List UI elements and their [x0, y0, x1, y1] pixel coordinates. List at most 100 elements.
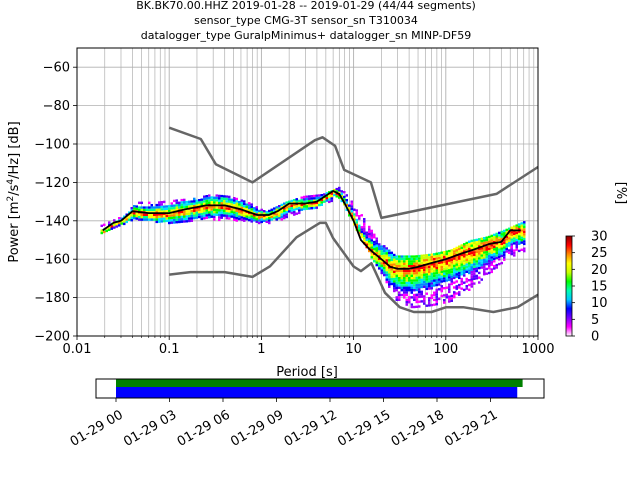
density-cell: [488, 235, 491, 239]
density-cell: [205, 209, 208, 212]
density-cell: [220, 199, 223, 203]
density-cell: [233, 209, 236, 212]
density-cell: [185, 205, 188, 209]
density-cell: [205, 199, 208, 203]
density-cell: [200, 198, 203, 201]
x-tick-label: 10: [345, 342, 362, 357]
density-cell: [518, 249, 521, 253]
density-cell: [510, 240, 513, 244]
density-cell: [440, 275, 443, 278]
density-cell: [415, 286, 418, 289]
density-cell: [400, 286, 403, 289]
density-cell: [365, 233, 368, 237]
density-cell: [455, 265, 458, 269]
density-cell: [178, 213, 181, 216]
density-cell: [418, 295, 421, 299]
density-cell: [383, 271, 386, 274]
density-cell: [443, 260, 446, 263]
density-cell: [118, 224, 121, 227]
density-cell: [288, 210, 291, 213]
density-cell: [465, 253, 468, 257]
density-cell: [453, 295, 456, 299]
density-cell: [365, 238, 368, 242]
density-cell: [133, 205, 136, 208]
density-cell: [193, 202, 196, 205]
density-cell: [133, 212, 136, 215]
density-cell: [328, 191, 331, 194]
density-cell: [420, 261, 423, 265]
density-cell: [458, 262, 461, 265]
density-cell: [413, 257, 416, 261]
density-cell: [420, 293, 423, 296]
density-cell: [465, 270, 468, 273]
density-cell: [485, 255, 488, 259]
density-cell: [230, 215, 233, 218]
density-cell: [293, 201, 296, 204]
density-cell: [380, 252, 383, 255]
density-cell: [513, 239, 516, 243]
density-cell: [163, 210, 166, 213]
density-cell: [408, 279, 411, 282]
density-cell: [215, 208, 218, 212]
density-cell: [395, 257, 398, 261]
density-cell: [408, 296, 411, 299]
density-cell: [468, 271, 471, 275]
density-cell: [490, 261, 493, 264]
density-cell: [368, 235, 371, 238]
density-cell: [250, 217, 253, 221]
density-cell: [425, 258, 428, 262]
density-cell: [480, 259, 483, 262]
density-cell: [483, 249, 486, 252]
density-cell: [473, 270, 476, 273]
density-cell: [150, 204, 153, 207]
density-cell: [405, 286, 408, 289]
density-cell: [413, 284, 416, 287]
density-cell: [408, 255, 411, 258]
density-cell: [420, 278, 423, 281]
density-cell: [153, 206, 156, 209]
density-cell: [240, 218, 243, 222]
density-cell: [368, 242, 371, 245]
density-cell: [425, 282, 428, 286]
density-cell: [228, 202, 231, 206]
density-cell: [228, 200, 231, 203]
colorbar-tick-label: 0: [591, 330, 599, 345]
density-cell: [403, 260, 406, 263]
density-cell: [170, 202, 173, 205]
density-cell: [238, 201, 241, 204]
density-cell: [415, 255, 418, 258]
density-cell: [403, 289, 406, 292]
density-cell: [458, 255, 461, 258]
density-cell: [188, 210, 191, 213]
density-cell: [410, 281, 413, 285]
density-cell: [383, 245, 386, 248]
density-cell: [225, 217, 228, 220]
density-cell: [500, 254, 503, 258]
density-cell: [485, 250, 488, 254]
density-cell: [188, 219, 191, 223]
density-cell: [260, 220, 263, 224]
density-cell: [430, 303, 433, 307]
density-cell: [463, 288, 466, 292]
density-cell: [463, 271, 466, 275]
density-cell: [470, 256, 473, 259]
density-cell: [298, 206, 301, 210]
x-tick-label: 0.01: [63, 342, 92, 357]
density-cell: [195, 199, 198, 202]
density-cell: [340, 192, 343, 195]
density-cell: [503, 258, 506, 261]
density-cell: [203, 212, 206, 215]
density-cell: [415, 257, 418, 260]
density-cell: [395, 260, 398, 263]
density-cell: [223, 195, 226, 198]
density-cell: [433, 277, 436, 280]
density-cell: [395, 284, 398, 287]
density-cell: [508, 244, 511, 247]
density-cell: [215, 213, 218, 216]
density-cell: [488, 257, 491, 260]
density-cell: [225, 195, 228, 198]
density-cell: [228, 198, 231, 201]
density-cell: [458, 245, 461, 248]
density-cell: [405, 281, 408, 285]
density-cell: [460, 244, 463, 247]
